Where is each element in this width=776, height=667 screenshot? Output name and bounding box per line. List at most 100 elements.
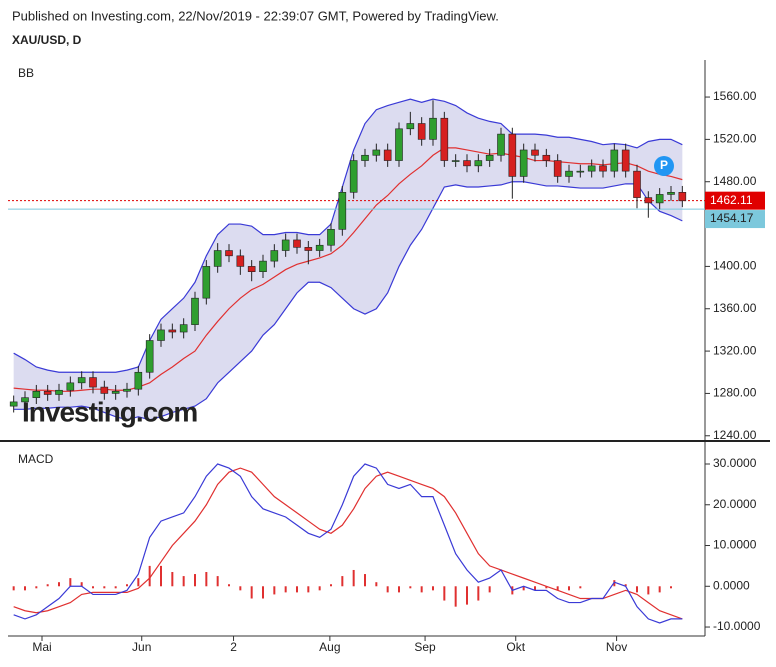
candle-body bbox=[304, 247, 313, 251]
histogram-bar bbox=[420, 586, 423, 593]
candle-body bbox=[451, 160, 460, 162]
candle-body bbox=[406, 123, 415, 130]
candle-body bbox=[621, 149, 630, 172]
x-tick-label: Okt bbox=[506, 640, 525, 654]
y-tick-label: 1280.00 bbox=[713, 386, 757, 400]
candle-body bbox=[202, 266, 211, 299]
candle-body bbox=[440, 117, 449, 161]
histogram-bar bbox=[24, 586, 26, 591]
candle-body bbox=[66, 382, 75, 391]
y-tick-label: 1240.00 bbox=[713, 428, 757, 442]
candle-body bbox=[315, 244, 324, 251]
candle-body bbox=[111, 391, 120, 394]
symbol: XAU/USD, D bbox=[12, 33, 82, 47]
histogram-bar bbox=[534, 586, 536, 591]
x-tick-label: Aug bbox=[319, 640, 340, 654]
candle-body bbox=[247, 266, 256, 272]
candle-body bbox=[236, 255, 245, 267]
histogram-bar bbox=[522, 586, 525, 591]
candle-body bbox=[531, 149, 539, 156]
x-tick-label: Jun bbox=[132, 640, 151, 654]
y-tick-label: 0.0000 bbox=[713, 578, 750, 592]
histogram-bar bbox=[12, 586, 15, 591]
candle-body bbox=[655, 194, 664, 204]
candle-body bbox=[157, 329, 165, 341]
histogram-bar bbox=[148, 565, 151, 587]
candle-body bbox=[134, 371, 143, 390]
histogram-bar bbox=[466, 586, 468, 605]
y-tick-label: -10.0000 bbox=[713, 619, 761, 633]
candle-body bbox=[429, 117, 437, 140]
histogram-bar bbox=[250, 586, 253, 599]
candle-body bbox=[553, 160, 562, 177]
histogram-bar bbox=[262, 586, 264, 599]
histogram-bar bbox=[228, 584, 230, 587]
histogram-bar bbox=[46, 584, 49, 587]
candle-body bbox=[587, 165, 596, 172]
histogram-bar bbox=[352, 569, 355, 587]
badge-label: P bbox=[660, 158, 668, 172]
candle-body bbox=[225, 250, 233, 257]
histogram-bar bbox=[58, 582, 60, 587]
candle-body bbox=[123, 388, 131, 392]
histogram-bar bbox=[137, 578, 140, 587]
candle-body bbox=[21, 397, 29, 403]
candle-body bbox=[542, 154, 551, 161]
candle-body bbox=[610, 149, 619, 172]
x-tick-label: Mai bbox=[32, 640, 51, 654]
histogram-bar bbox=[92, 586, 94, 589]
histogram-bar bbox=[454, 586, 457, 607]
histogram-bar bbox=[205, 572, 208, 587]
published-note: Published on Investing.com, 22/Nov/2019 … bbox=[12, 8, 499, 23]
y-tick-label: 10.0000 bbox=[713, 538, 757, 552]
candle-body bbox=[270, 250, 279, 262]
histogram-bar bbox=[477, 586, 480, 601]
candle-body bbox=[349, 160, 358, 193]
macd-line bbox=[13, 463, 683, 624]
histogram-bar bbox=[182, 576, 185, 587]
y-tick-label: 1560.00 bbox=[713, 89, 757, 103]
candle-body bbox=[519, 149, 528, 177]
band-area bbox=[13, 99, 683, 420]
candle-body bbox=[89, 377, 97, 388]
candle-body bbox=[327, 229, 335, 246]
histogram-bar bbox=[284, 586, 287, 593]
badge bbox=[654, 156, 674, 176]
histogram-bar bbox=[432, 586, 434, 591]
candle-body bbox=[179, 324, 188, 333]
histogram-bar bbox=[545, 586, 548, 589]
histogram-bar bbox=[35, 586, 38, 589]
candle-body bbox=[361, 154, 369, 161]
histogram-bar bbox=[114, 586, 117, 589]
histogram-bar bbox=[647, 586, 650, 595]
histogram-bar bbox=[443, 586, 446, 601]
candle-body bbox=[43, 391, 52, 395]
candle-body bbox=[259, 260, 267, 272]
candle-body bbox=[191, 297, 199, 325]
y-tick-label: 1480.00 bbox=[713, 174, 757, 188]
candle-body bbox=[395, 128, 403, 161]
panel-label: BB bbox=[18, 66, 34, 80]
histogram-bar bbox=[69, 578, 72, 587]
histogram-bar bbox=[318, 586, 321, 591]
histogram-bar bbox=[160, 565, 162, 587]
candle-body bbox=[678, 192, 687, 202]
histogram-bar bbox=[273, 586, 276, 595]
candle-body bbox=[293, 239, 301, 248]
histogram-bar bbox=[194, 574, 196, 587]
histogram-bar bbox=[386, 586, 389, 593]
band-line bbox=[13, 181, 683, 421]
candle-body bbox=[383, 149, 392, 161]
band-line bbox=[13, 98, 683, 373]
candle-body bbox=[9, 401, 18, 407]
candle-body bbox=[338, 192, 347, 230]
candle-body bbox=[100, 386, 109, 394]
candle-body bbox=[508, 133, 517, 177]
histogram-bar bbox=[103, 586, 106, 589]
candle-body bbox=[32, 391, 41, 398]
histogram-bar bbox=[636, 586, 638, 593]
candle-body bbox=[497, 133, 505, 156]
candle-body bbox=[485, 154, 494, 161]
histogram-bar bbox=[556, 586, 559, 591]
